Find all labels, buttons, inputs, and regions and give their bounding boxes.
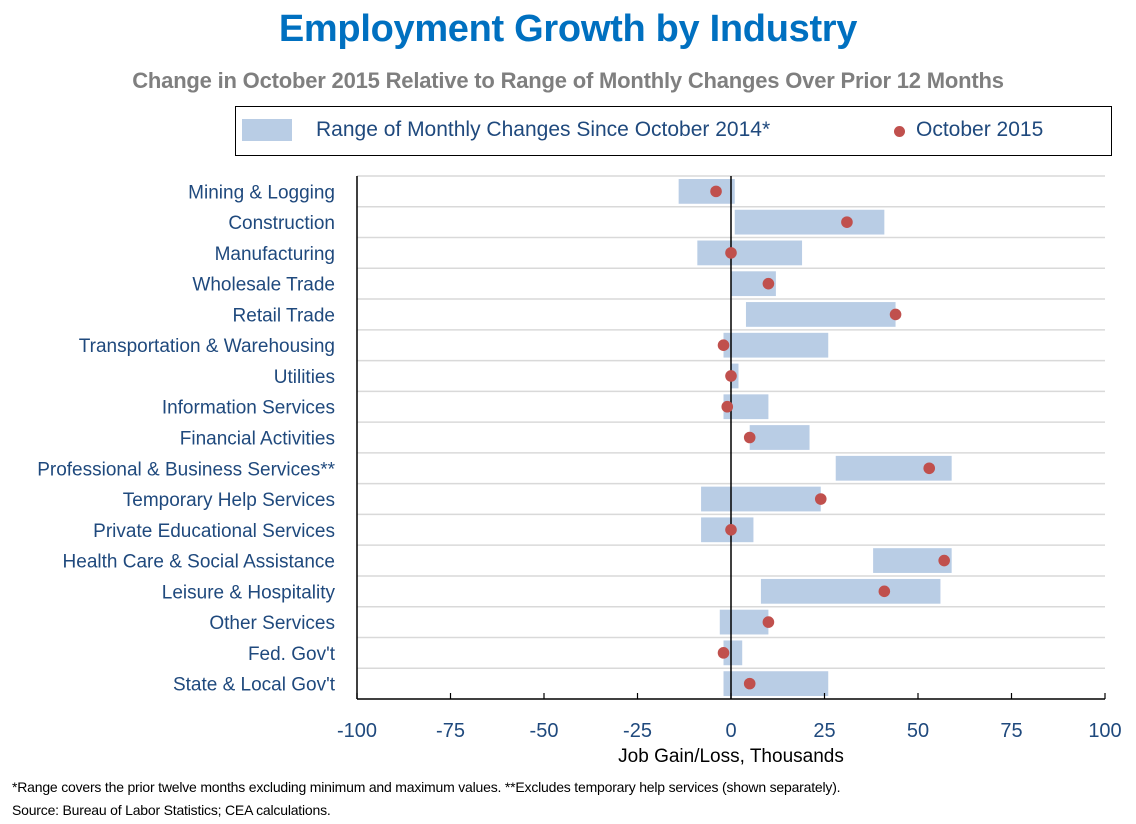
- legend-range-swatch: [242, 119, 292, 141]
- october-dot: [762, 616, 775, 628]
- category-label: Temporary Help Services: [123, 490, 335, 511]
- category-label: Mining & Logging: [188, 182, 335, 203]
- october-dot: [762, 277, 775, 290]
- category-labels: Mining & Logging Construction Manufacturin…: [37, 182, 336, 695]
- category-label: Wholesale Trade: [192, 275, 335, 296]
- october-dot: [814, 493, 827, 505]
- october-dot: [841, 216, 853, 228]
- footnote-source: Source: Bureau of Labor Statistics; CEA …: [12, 802, 331, 818]
- category-label: Information Services: [162, 398, 335, 419]
- october-dot: [725, 247, 737, 259]
- footnote-note: *Range covers the prior twelve months ex…: [12, 779, 841, 795]
- category-label: Leisure & Hospitality: [162, 582, 336, 603]
- range-bar: [749, 425, 810, 450]
- x-tick-label: -75: [436, 720, 465, 742]
- october-dot: [721, 400, 734, 413]
- october-dot: [743, 431, 756, 444]
- x-tick-label: 100: [1088, 720, 1121, 742]
- legend-october-label: October 2015: [916, 118, 1044, 141]
- x-tick-label: -100: [337, 720, 377, 742]
- x-axis-label: Job Gain/Loss, Thousands: [618, 746, 844, 767]
- category-label: Utilities: [274, 367, 335, 388]
- range-bars: [678, 179, 952, 696]
- x-tick-label: 0: [725, 720, 736, 742]
- category-label: Retail Trade: [233, 305, 335, 326]
- category-label: Other Services: [209, 613, 335, 634]
- october-dot: [717, 339, 730, 352]
- range-bar: [723, 640, 743, 666]
- category-label: Manufacturing: [215, 244, 335, 265]
- october-dot: [938, 554, 950, 567]
- range-bar: [719, 609, 769, 635]
- category-label: Health Care & Social Assistance: [63, 552, 335, 573]
- october-dot: [710, 185, 722, 198]
- range-bar: [760, 578, 941, 604]
- x-tick-label: 25: [813, 720, 835, 742]
- october-dot: [889, 308, 902, 321]
- range-bar: [697, 240, 803, 266]
- legend-october-dot: [894, 126, 905, 137]
- category-label: Financial Activities: [180, 429, 335, 450]
- october-dot: [923, 462, 936, 475]
- category-label: Transportation & Warehousing: [79, 336, 335, 357]
- october-dot: [725, 370, 737, 382]
- range-bar: [745, 302, 896, 327]
- range-bar: [734, 209, 885, 235]
- october-dots: [710, 185, 950, 690]
- range-bar: [701, 486, 821, 512]
- october-dot: [878, 585, 891, 598]
- legend-range-label: Range of Monthly Changes Since October 2…: [316, 118, 771, 141]
- category-label: State & Local Gov't: [173, 675, 336, 696]
- october-dot: [717, 647, 730, 659]
- category-label: Construction: [228, 213, 335, 234]
- chart-subtitle: Change in October 2015 Relative to Range…: [132, 68, 1004, 93]
- october-dot: [725, 523, 737, 536]
- category-label: Private Educational Services: [93, 521, 335, 542]
- x-tick-label: 50: [907, 720, 929, 742]
- chart-title: Employment Growth by Industry: [278, 8, 858, 50]
- x-tick-labels: -100 -75 -50 -25 0 25 50 75 100: [337, 720, 1122, 742]
- range-bar: [723, 332, 829, 358]
- october-dot: [743, 677, 756, 690]
- legend: Range of Monthly Changes Since October 2…: [235, 106, 1112, 156]
- x-tick-label: 75: [1000, 720, 1022, 742]
- category-label: Professional & Business Services**: [37, 459, 335, 480]
- x-tick-label: -50: [530, 720, 559, 742]
- x-tick-label: -25: [623, 720, 652, 742]
- range-bar: [678, 179, 735, 204]
- category-label: Fed. Gov't: [248, 644, 336, 665]
- axes: [356, 176, 1106, 700]
- range-bar: [723, 671, 829, 696]
